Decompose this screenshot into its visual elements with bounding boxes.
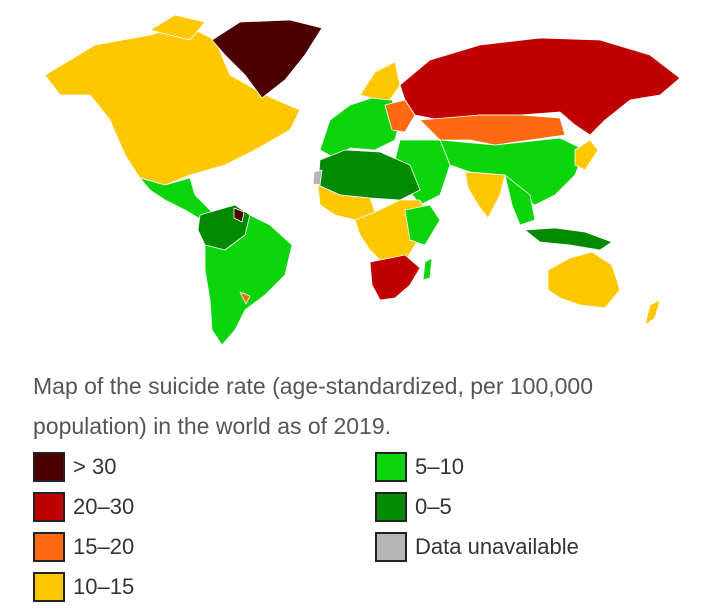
legend-swatch <box>33 452 65 482</box>
east-africa <box>404 204 441 246</box>
legend-item: 15–20 <box>33 527 375 567</box>
central-asia <box>419 114 566 146</box>
legend-item: > 30 <box>33 447 375 487</box>
legend-label: 20–30 <box>73 494 135 519</box>
legend-label: > 30 <box>73 454 117 479</box>
legend-swatch <box>375 532 407 562</box>
southern-africa <box>369 254 421 301</box>
legend-label: 10–15 <box>73 574 135 599</box>
south-america <box>204 214 293 346</box>
madagascar <box>422 257 433 281</box>
eastern-europe <box>384 99 416 133</box>
indonesia <box>524 227 613 251</box>
new-zealand <box>644 299 661 326</box>
legend-label: 5–10 <box>415 454 464 479</box>
legend-swatch <box>375 492 407 522</box>
legend-swatch <box>33 572 65 602</box>
legend-swatch <box>33 532 65 562</box>
world-map <box>44 14 681 346</box>
legend: > 30 20–30 15–20 10–15 5–10 0–5 Data unavailab… <box>33 447 675 607</box>
legend-swatch <box>375 452 407 482</box>
guyana <box>233 207 245 223</box>
scandinavia <box>359 61 401 101</box>
asia <box>439 137 586 206</box>
canada-islands <box>149 14 206 41</box>
legend-label: Data unavailable <box>415 534 579 559</box>
legend-label: 0–5 <box>415 494 452 519</box>
southeast-asia <box>504 174 536 226</box>
greenland <box>211 19 323 99</box>
legend-item: Data unavailable <box>375 527 675 567</box>
india <box>464 171 506 219</box>
legend-item: 5–10 <box>375 447 675 487</box>
korea-japan <box>574 139 599 171</box>
caption: Map of the suicide rate (age-standardize… <box>33 373 594 439</box>
uruguay <box>239 291 251 305</box>
australia <box>547 251 621 309</box>
legend-label: 15–20 <box>73 534 135 559</box>
legend-item: 20–30 <box>33 487 375 527</box>
legend-item: 10–15 <box>33 567 375 607</box>
legend-item: 0–5 <box>375 487 675 527</box>
legend-swatch <box>33 492 65 522</box>
western-sahara <box>312 169 323 186</box>
